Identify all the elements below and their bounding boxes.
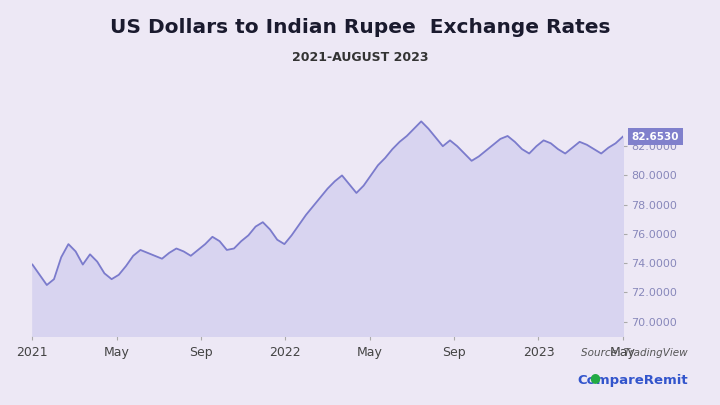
Text: 82.6530: 82.6530	[631, 132, 679, 142]
Text: Source: TradingView: Source: TradingView	[581, 348, 688, 358]
Text: ●: ●	[589, 371, 600, 384]
Text: CompareRemit: CompareRemit	[577, 374, 688, 387]
Text: US Dollars to Indian Rupee  Exchange Rates: US Dollars to Indian Rupee Exchange Rate…	[109, 18, 611, 37]
Text: 2021-AUGUST 2023: 2021-AUGUST 2023	[292, 51, 428, 64]
